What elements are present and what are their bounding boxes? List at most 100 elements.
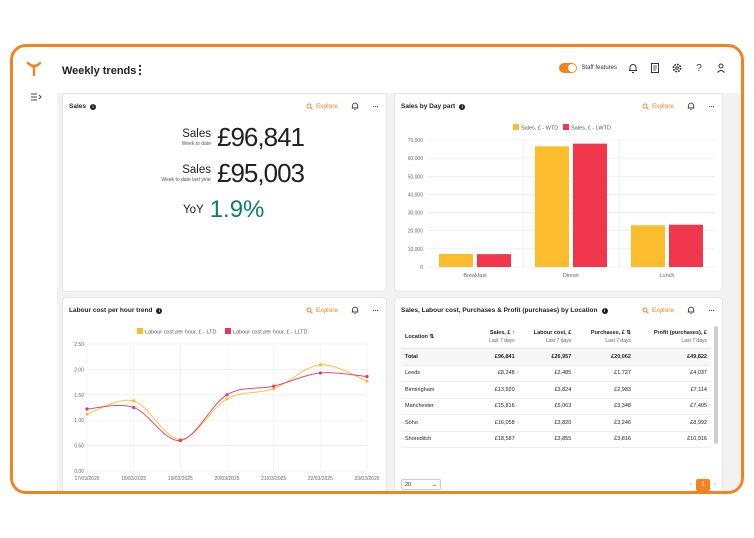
cell-purchases: £20,062 [575, 348, 635, 366]
user-icon[interactable] [715, 62, 727, 74]
cell-profit: £10,916 [634, 431, 711, 448]
table-row[interactable]: Leeds £8,248 £2,485 £1,727 £4,037 [401, 365, 711, 382]
cell-profit: £7,405 [634, 398, 711, 415]
x-tick-label: 21/03/2025 [261, 476, 286, 482]
bell-icon[interactable] [686, 305, 696, 315]
table-row[interactable]: Soho £16,058 £3,820 £3,246 £8,992 [401, 414, 711, 432]
gear-icon[interactable] [671, 62, 683, 74]
legend-swatch [137, 328, 143, 334]
cell-location: Birmingham [401, 381, 477, 399]
legend-label: Labour cost per hour, £ - LTD [145, 330, 216, 336]
kpi-lw-label-group: Sales Week to date last year [161, 164, 211, 183]
sidebar [13, 47, 57, 491]
page-size-select[interactable]: 20 ⌄ [401, 479, 441, 490]
cell-profit: £49,822 [634, 348, 711, 366]
x-tick-label: Dinner [563, 273, 579, 279]
explore-label: Explore [651, 102, 674, 110]
cell-labour: £3,855 [518, 431, 576, 448]
data-point [132, 405, 136, 410]
data-point [85, 407, 89, 411]
staff-features-toggle[interactable] [559, 63, 578, 73]
explore-button[interactable]: Explore [306, 103, 338, 110]
data-point [225, 397, 229, 401]
data-point [132, 399, 136, 403]
table-row[interactable]: Manchester £15,816 £5,063 £3,348 £7,405 [401, 398, 711, 415]
dashboard-content: Sales i Explore ··· Sales Week to date £… [57, 93, 741, 491]
column-header-labour[interactable]: Labour cost, £ Last 7 days [518, 326, 576, 349]
chevron-left-icon[interactable]: ‹ [690, 482, 692, 488]
cell-profit: £4,037 [634, 365, 711, 382]
cell-sales: £16,058 [477, 414, 519, 432]
column-header-sales[interactable]: Sales, £ ↑ Last 7 days [477, 326, 519, 349]
x-tick-label: 17/03/2025 [74, 476, 99, 482]
column-header-profit[interactable]: Profit (purchases), £ Last 7 days [634, 326, 711, 349]
more-options-icon[interactable]: ··· [708, 101, 715, 111]
kpi-lw-value: £95,003 [217, 158, 305, 188]
legend-swatch [513, 124, 519, 130]
kpi-lw: Sales Week to date last year £95,003 [161, 158, 305, 189]
info-icon[interactable]: i [156, 307, 163, 314]
info-icon[interactable]: i [459, 103, 466, 110]
page-title: Weekly trends [62, 65, 137, 77]
chevron-right-icon[interactable]: › [714, 482, 716, 488]
legend-label: Sales, £ - WTD [521, 126, 558, 132]
card-title: Sales by Day part i [401, 103, 466, 110]
more-options-icon[interactable]: ··· [372, 101, 379, 111]
more-options-icon[interactable]: ··· [708, 305, 715, 315]
location-table-card: Sales, Labour cost, Purchases & Profit (… [394, 297, 723, 491]
bar [669, 224, 703, 267]
location-table: Location ⇅ Sales, £ ↑ Last 7 days Labour … [401, 326, 711, 448]
app-frame: Weekly trends Staff features ? [10, 44, 744, 494]
card-actions: Explore ··· [642, 101, 715, 111]
x-tick-label: 20/03/2025 [214, 476, 239, 482]
column-header-location[interactable]: Location ⇅ [401, 326, 477, 349]
explore-button[interactable]: Explore [306, 307, 338, 314]
labour-card-title: Labour cost per hour trend [69, 307, 153, 314]
card-title: Labour cost per hour trend i [69, 307, 163, 314]
info-icon[interactable]: i [90, 103, 96, 110]
column-header-purchases[interactable]: Purchases, £ ⇅ Last 7 days [575, 326, 635, 349]
cell-profit: £7,114 [634, 381, 711, 399]
top-header: Weekly trends Staff features ? [57, 47, 741, 93]
bar [535, 146, 569, 267]
table-row-total[interactable]: Total £96,841 £26,957 £20,062 £49,822 [401, 348, 711, 366]
help-icon[interactable]: ? [696, 62, 702, 74]
bell-icon[interactable] [350, 101, 360, 111]
card-actions: Explore ··· [306, 101, 379, 111]
explore-button[interactable]: Explore [642, 103, 674, 110]
legend-swatch [225, 328, 231, 334]
more-options-icon[interactable]: ··· [372, 305, 379, 315]
page-options-icon[interactable] [135, 63, 145, 77]
y-tick-label: 50,000 [408, 174, 424, 180]
x-tick-label: 22/03/2025 [308, 476, 333, 482]
card-title: Sales i [69, 103, 96, 110]
expand-sidebar-icon[interactable] [30, 91, 42, 103]
brand-logo-icon[interactable] [25, 59, 43, 77]
document-icon[interactable] [649, 62, 661, 74]
y-tick-label: 2.00 [74, 367, 84, 373]
bar [439, 253, 473, 267]
cell-sales: £15,816 [477, 398, 519, 415]
table-row[interactable]: Shoreditch £18,587 £3,855 £3,816 £10,916 [401, 431, 711, 448]
page-current-button[interactable]: 1 [696, 479, 710, 491]
table-scrollbar[interactable] [714, 326, 718, 444]
sales-card-title: Sales [69, 103, 86, 110]
info-icon[interactable]: i [601, 307, 608, 314]
data-point [365, 379, 369, 383]
cell-location: Soho [401, 414, 477, 432]
cell-purchases: £1,727 [575, 365, 635, 382]
bell-icon[interactable] [686, 101, 696, 111]
kpi-yoy-value: 1.9% [209, 196, 265, 223]
card-actions: Explore ··· [642, 305, 715, 315]
x-tick-label: 23/03/2025 [354, 476, 379, 482]
data-point [85, 412, 89, 416]
table-row[interactable]: Birmingham £13,920 £3,824 £2,983 £7,114 [401, 381, 711, 399]
explore-button[interactable]: Explore [642, 307, 674, 314]
cell-location: Shoreditch [401, 431, 477, 448]
bell-icon[interactable] [627, 62, 639, 74]
y-tick-label: 70,000 [408, 138, 424, 144]
sales-kpi-card: Sales i Explore ··· Sales Week to date £… [62, 93, 387, 292]
cell-sales: £13,920 [477, 381, 519, 399]
chevron-down-icon: ⌄ [432, 482, 437, 488]
bell-icon[interactable] [350, 305, 360, 315]
